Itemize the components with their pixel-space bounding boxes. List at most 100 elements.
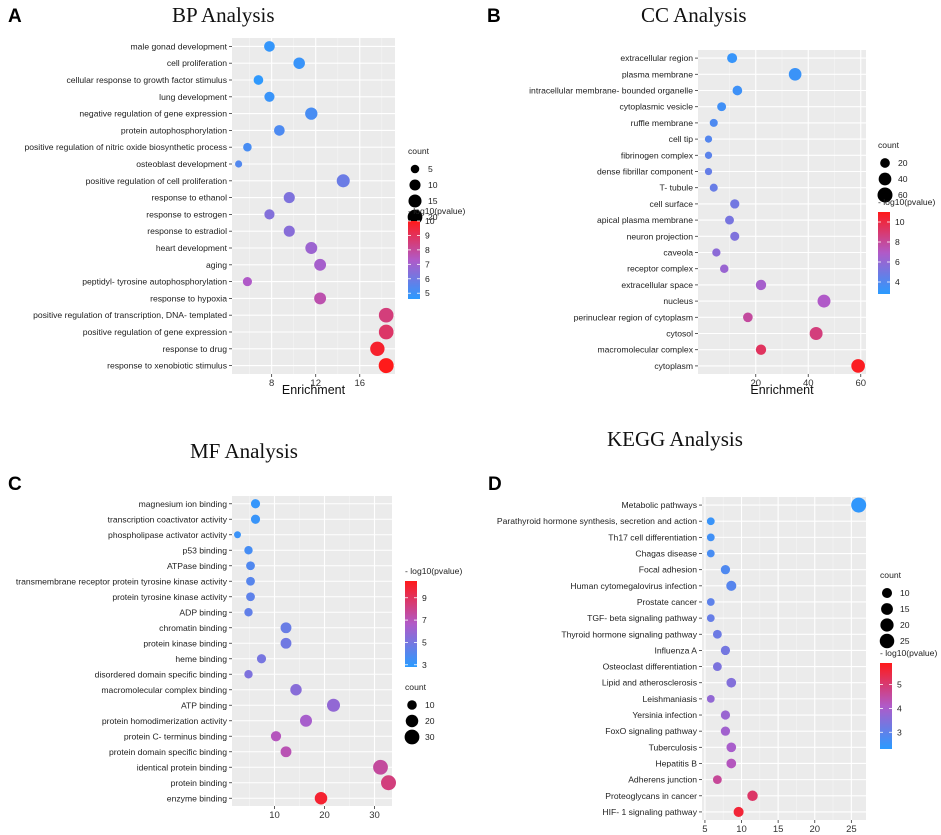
data-point-adherens-junction bbox=[712, 775, 722, 785]
x-axis-title: Enrichment bbox=[750, 383, 814, 397]
colorbar bbox=[880, 663, 892, 749]
colorbar-tick-label: 10 bbox=[895, 217, 905, 227]
data-point-cell-proliferation bbox=[293, 57, 305, 69]
plot-background bbox=[232, 38, 395, 374]
data-point-cell-tip bbox=[704, 135, 713, 143]
color-legend-title: - log10(pvalue) bbox=[405, 566, 462, 576]
term-label-chromatin-binding: chromatin binding bbox=[159, 623, 227, 633]
term-label-apical-plasma-membrane: apical plasma membrane bbox=[597, 215, 693, 225]
x-tick-label: 8 bbox=[269, 378, 274, 389]
x-tick-label: 12 bbox=[310, 378, 321, 389]
term-label-extracellular-region: extracellular region bbox=[620, 53, 693, 63]
data-point-intracellular-membrane-bounded-organelle bbox=[732, 85, 743, 96]
data-point-macromolecular-complex-binding bbox=[290, 684, 302, 696]
data-point-positive-regulation-of-transcription-dna-templated bbox=[378, 307, 394, 323]
panel-letter: B bbox=[487, 6, 501, 27]
size-legend-dot bbox=[877, 187, 893, 203]
term-label-protein-c-terminus-binding: protein C- terminus binding bbox=[124, 731, 227, 741]
term-label-adp-binding: ADP binding bbox=[179, 607, 227, 617]
x-tick-label: 10 bbox=[736, 824, 747, 835]
data-point-cellular-response-to-growth-factor-stimulus bbox=[253, 75, 264, 85]
term-label-parathyroid-hormone-synthesis-secretion-and-action: Parathyroid hormone synthesis, secretion… bbox=[497, 516, 697, 526]
term-label-hif-1-signaling-pathway: HIF- 1 signaling pathway bbox=[602, 807, 697, 817]
data-point-metabolic-pathways bbox=[851, 497, 867, 513]
data-point-nucleus bbox=[817, 294, 831, 308]
size-legend-label: 40 bbox=[898, 174, 908, 184]
data-point-apical-plasma-membrane bbox=[725, 215, 734, 225]
term-label-osteoblast-development: osteoblast development bbox=[136, 159, 227, 169]
data-point-transmembrane-receptor-protein-tyrosine-kinase-activity bbox=[246, 576, 255, 586]
term-label-response-to-estradiol: response to estradiol bbox=[147, 226, 227, 236]
panel-title: BP Analysis bbox=[172, 3, 275, 27]
color-legend-title: - log10(pvalue) bbox=[878, 197, 935, 207]
x-tick-label: 30 bbox=[369, 810, 380, 821]
data-point-peptidyl-tyrosine-autophosphorylation bbox=[242, 277, 252, 287]
colorbar bbox=[408, 221, 420, 299]
data-point-receptor-complex bbox=[720, 264, 729, 273]
panel-title: MF Analysis bbox=[190, 439, 298, 463]
data-point-foxo-signaling-pathway bbox=[720, 726, 731, 736]
size-legend-label: 20 bbox=[425, 716, 435, 726]
size-legend-label: 5 bbox=[428, 164, 433, 174]
term-label-cytoplasmic-vesicle: cytoplasmic vesicle bbox=[619, 102, 693, 112]
term-label-tuberculosis: Tuberculosis bbox=[649, 742, 697, 752]
size-legend-label: 25 bbox=[900, 636, 910, 646]
term-label-disordered-domain-specific-binding: disordered domain specific binding bbox=[95, 669, 228, 679]
size-legend-label: 10 bbox=[425, 700, 435, 710]
data-point-proteoglycans-in-cancer bbox=[747, 790, 758, 801]
term-label-negative-regulation-of-gene-expression: negative regulation of gene expression bbox=[79, 109, 227, 119]
term-label-macromolecular-complex: macromolecular complex bbox=[597, 345, 693, 355]
term-label-fibrinogen-complex: fibrinogen complex bbox=[621, 150, 694, 160]
data-point-thyroid-hormone-signaling-pathway bbox=[712, 629, 722, 639]
colorbar-tick-label: 5 bbox=[425, 288, 430, 298]
data-point-protein-autophosphorylation bbox=[274, 125, 285, 136]
data-point-male-gonad-development bbox=[264, 41, 275, 52]
term-label-positive-regulation-of-cell-proliferation: positive regulation of cell proliferatio… bbox=[86, 176, 228, 186]
term-label-transmembrane-receptor-protein-tyrosine-kinase-activity: transmembrane receptor protein tyrosine … bbox=[16, 576, 228, 586]
term-label-leishmaniasis: Leishmaniasis bbox=[643, 694, 697, 704]
data-point-response-to-ethanol bbox=[283, 192, 295, 204]
data-point-osteoclast-differentiation bbox=[712, 662, 722, 671]
data-point-th17-cell-differentiation bbox=[706, 533, 715, 542]
term-label-aging: aging bbox=[206, 260, 227, 270]
size-legend-title: count bbox=[408, 146, 430, 156]
panel-bp-analysis: A BP Analysis 8 12 16 male gonad development c… bbox=[8, 3, 465, 397]
term-label-cell-surface: cell surface bbox=[650, 199, 694, 209]
term-label-metabolic-pathways: Metabolic pathways bbox=[622, 500, 697, 510]
size-legend-label: 20 bbox=[900, 620, 910, 630]
x-tick-label: 25 bbox=[846, 824, 857, 835]
term-label-chagas-disease: Chagas disease bbox=[635, 549, 697, 559]
colorbar-tick-label: 9 bbox=[422, 593, 427, 603]
size-legend-dot bbox=[881, 587, 893, 599]
data-point-plasma-membrane bbox=[788, 67, 802, 81]
term-label-tgf-beta-signaling-pathway: TGF- beta signaling pathway bbox=[587, 613, 698, 623]
data-point-protein-binding bbox=[381, 775, 396, 791]
size-legend-label: 15 bbox=[428, 196, 438, 206]
plot-background bbox=[232, 496, 392, 806]
term-label-protein-tyrosine-kinase-activity: protein tyrosine kinase activity bbox=[112, 592, 227, 602]
panel-letter: A bbox=[8, 6, 22, 27]
size-legend-dot bbox=[881, 603, 893, 615]
term-label-nucleus: nucleus bbox=[663, 296, 693, 306]
term-label-caveola: caveola bbox=[663, 248, 693, 258]
data-point-macromolecular-complex bbox=[755, 344, 767, 355]
color-legend-title: - log10(pvalue) bbox=[880, 648, 937, 658]
panel-mf-analysis: C MF Analysis 10 20 30 magnesium ion binding t… bbox=[8, 439, 462, 821]
term-label-cell-proliferation: cell proliferation bbox=[167, 58, 227, 68]
size-legend-label: 20 bbox=[898, 158, 908, 168]
colorbar-tick-label: 9 bbox=[425, 230, 430, 240]
data-point-leishmaniasis bbox=[706, 694, 715, 703]
data-point-identical-protein-binding bbox=[373, 759, 388, 775]
data-point-enzyme-binding bbox=[314, 791, 328, 805]
x-tick-label: 5 bbox=[702, 824, 707, 835]
data-point-ruffle-membrane bbox=[709, 118, 718, 127]
data-point-cytoplasm bbox=[851, 359, 865, 373]
term-label-proteoglycans-in-cancer: Proteoglycans in cancer bbox=[605, 791, 697, 801]
panel-cc-analysis: B CC Analysis 20 40 60 extracellular region pl… bbox=[487, 3, 935, 397]
data-point-influenza-a bbox=[720, 645, 731, 656]
term-label-foxo-signaling-pathway: FoxO signaling pathway bbox=[605, 726, 697, 736]
data-point-yersinia-infection bbox=[720, 710, 731, 720]
data-point-atp-binding bbox=[326, 698, 341, 712]
color-legend-title: - log10(pvalue) bbox=[408, 206, 465, 216]
size-legend-label: 20 bbox=[428, 212, 438, 222]
